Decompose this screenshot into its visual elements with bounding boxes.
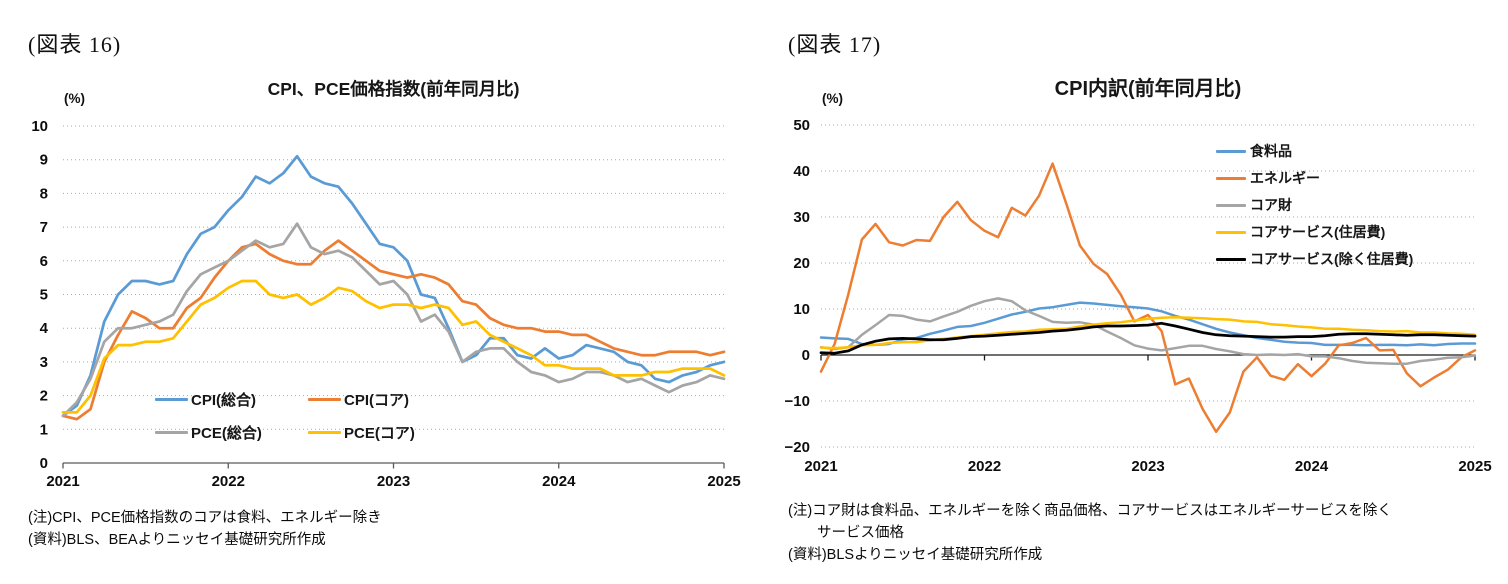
- legend-label: コア財: [1250, 197, 1292, 213]
- legend-label: コアサービス(住居費): [1250, 224, 1386, 240]
- legend-label: コアサービス(除く住居費): [1250, 251, 1414, 267]
- svg-text:2021: 2021: [804, 458, 837, 475]
- legend-swatch-icon: [308, 397, 341, 402]
- svg-text:2024: 2024: [1295, 458, 1329, 475]
- chart16-legend: CPI(総合) CPI(コア) PCE(総合) PCE(コア): [155, 389, 461, 443]
- svg-text:3: 3: [40, 354, 48, 371]
- chart16-unit-label: (%): [64, 91, 85, 106]
- figure17-label: (図表 17): [788, 32, 882, 57]
- svg-text:−20: −20: [785, 439, 810, 456]
- legend-swatch-icon: [1216, 230, 1246, 234]
- chart17-title: CPI内訳(前年同月比): [1054, 78, 1242, 100]
- svg-text:0: 0: [40, 455, 48, 472]
- svg-text:40: 40: [793, 163, 810, 180]
- legend-swatch-icon: [308, 430, 341, 435]
- svg-text:2024: 2024: [542, 473, 576, 490]
- chart17-unit-label: (%): [822, 91, 843, 106]
- note-line: サービス価格: [788, 525, 904, 541]
- legend-swatch-icon: [1216, 203, 1246, 207]
- svg-text:10: 10: [793, 301, 810, 318]
- legend-label: エネルギー: [1250, 170, 1320, 186]
- source-line: (資料)BLSよりニッセイ基礎研究所作成: [788, 547, 1043, 563]
- legend-item-energy: エネルギー: [1216, 168, 1413, 188]
- legend-label: PCE(総合): [191, 425, 262, 442]
- svg-text:9: 9: [40, 152, 48, 169]
- legend-swatch-icon: [155, 397, 188, 402]
- note-line: (注)コア財は食料品、エネルギーを除く商品価格、コアサービスはエネルギーサービス…: [788, 503, 1392, 519]
- svg-text:0: 0: [802, 347, 810, 364]
- chart17-legend: 食料品 エネルギー コア財 コアサービス(住居費) コアサービス(除く住居費): [1216, 141, 1413, 269]
- legend-label: CPI(総合): [191, 392, 256, 409]
- legend-item-cpi-core: CPI(コア): [308, 389, 461, 410]
- legend-item-core-services-shelter: コアサービス(住居費): [1216, 222, 1413, 242]
- svg-text:10: 10: [31, 118, 48, 135]
- chart17-notes: (注)コア財は食料品、エネルギーを除く商品価格、コアサービスはエネルギーサービス…: [788, 500, 1498, 566]
- legend-item-cpi-total: CPI(総合): [155, 389, 308, 410]
- svg-text:6: 6: [40, 253, 48, 270]
- svg-text:4: 4: [40, 320, 49, 337]
- figure16-label: (図表 16): [28, 32, 122, 57]
- chart16-notes: (注)CPI、PCE価格指数のコアは食料、エネルギー除き (資料)BLS、BEA…: [28, 507, 508, 551]
- svg-text:2022: 2022: [212, 473, 245, 490]
- legend-label: PCE(コア): [344, 425, 415, 442]
- svg-text:50: 50: [793, 117, 810, 134]
- chart16-title: CPI、PCE価格指数(前年同月比): [267, 79, 520, 99]
- svg-text:2025: 2025: [707, 473, 740, 490]
- note-line: (注)CPI、PCE価格指数のコアは食料、エネルギー除き: [28, 510, 382, 526]
- legend-label: CPI(コア): [344, 392, 409, 409]
- svg-text:7: 7: [40, 219, 48, 236]
- svg-text:1: 1: [40, 421, 48, 438]
- svg-text:20: 20: [793, 255, 810, 272]
- svg-text:2023: 2023: [1131, 458, 1164, 475]
- svg-text:2022: 2022: [968, 458, 1001, 475]
- svg-text:8: 8: [40, 185, 48, 202]
- legend-label: 食料品: [1250, 143, 1292, 159]
- legend-item-pce-core: PCE(コア): [308, 422, 461, 443]
- legend-swatch-icon: [1216, 176, 1246, 180]
- svg-text:−10: −10: [785, 393, 810, 410]
- svg-text:2021: 2021: [46, 473, 79, 490]
- legend-item-pce-total: PCE(総合): [155, 422, 308, 443]
- legend-item-core-services-ex-shelter: コアサービス(除く住居費): [1216, 249, 1413, 269]
- legend-swatch-icon: [1216, 149, 1246, 153]
- svg-text:30: 30: [793, 209, 810, 226]
- svg-text:2: 2: [40, 388, 48, 405]
- svg-text:2025: 2025: [1458, 458, 1491, 475]
- legend-swatch-icon: [155, 430, 188, 435]
- legend-item-core-goods: コア財: [1216, 195, 1413, 215]
- svg-text:5: 5: [40, 287, 48, 304]
- svg-text:2023: 2023: [377, 473, 410, 490]
- legend-item-food: 食料品: [1216, 141, 1413, 161]
- legend-swatch-icon: [1216, 257, 1246, 261]
- source-line: (資料)BLS、BEAよりニッセイ基礎研究所作成: [28, 532, 326, 548]
